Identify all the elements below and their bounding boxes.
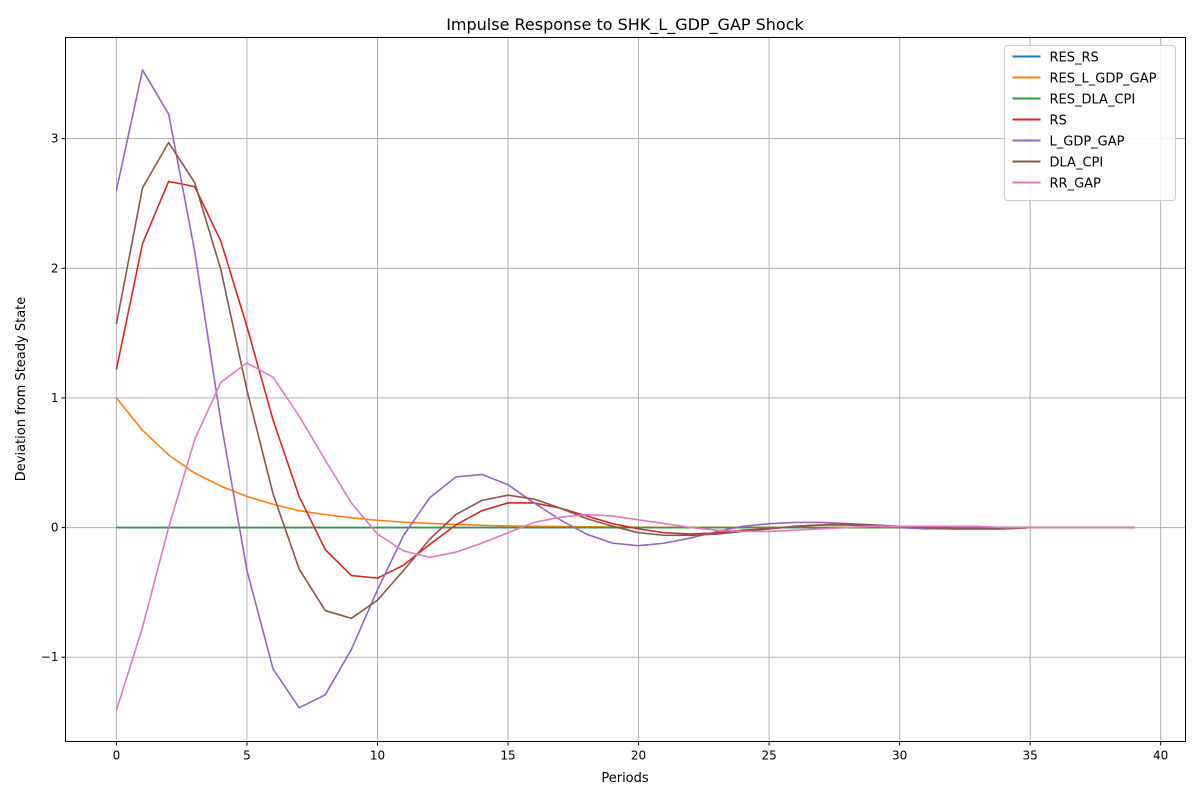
legend-box — [1004, 45, 1176, 201]
x-tick-label: 35 — [1023, 749, 1038, 763]
legend-entry-label: DLA_CPI — [1050, 156, 1104, 171]
legend-entry-label: RR_GAP — [1050, 177, 1102, 192]
legend-entry-label: L_GDP_GAP — [1050, 135, 1125, 150]
y-tick-label: 1 — [51, 391, 59, 405]
legend-entry-label: RS — [1050, 114, 1067, 129]
y-tick-label: 2 — [51, 261, 59, 275]
plot-area-frame — [65, 37, 1186, 742]
x-tick-label: 15 — [500, 749, 515, 763]
x-tick-label: 30 — [892, 749, 907, 763]
x-tick-label: 40 — [1153, 749, 1168, 763]
legend: RES_RS RES_L_GDP_GAP RES_DLA_CPI RS L_GDP_GA… — [1004, 45, 1176, 201]
chart-title: Impulse Response to SHK_L_GDP_GAP Shock — [446, 15, 804, 35]
y-tick-label: 3 — [51, 132, 59, 146]
series-lines — [115, 69, 1135, 711]
axis-ticks: 0 5 10 15 20 25 30 35 40 −1 0 1 2 3 — [41, 132, 1169, 763]
x-tick-label: 25 — [761, 749, 776, 763]
y-axis-label: Deviation from Steady State — [14, 297, 29, 482]
legend-entry-label: RES_L_GDP_GAP — [1050, 72, 1157, 87]
legend-entry-label: RES_RS — [1050, 51, 1099, 66]
y-tick-label: −1 — [41, 650, 59, 664]
y-tick-label: 0 — [51, 521, 59, 535]
x-tick-label: 20 — [631, 749, 646, 763]
legend-entry-label: RES_DLA_CPI — [1050, 93, 1136, 108]
x-axis-label: Periods — [601, 771, 649, 786]
x-tick-label: 0 — [113, 749, 121, 763]
x-tick-label: 5 — [243, 749, 251, 763]
series-line-dla-cpi — [115, 141, 1135, 620]
x-tick-label: 10 — [370, 749, 385, 763]
series-line-rr-gap — [115, 362, 1135, 711]
